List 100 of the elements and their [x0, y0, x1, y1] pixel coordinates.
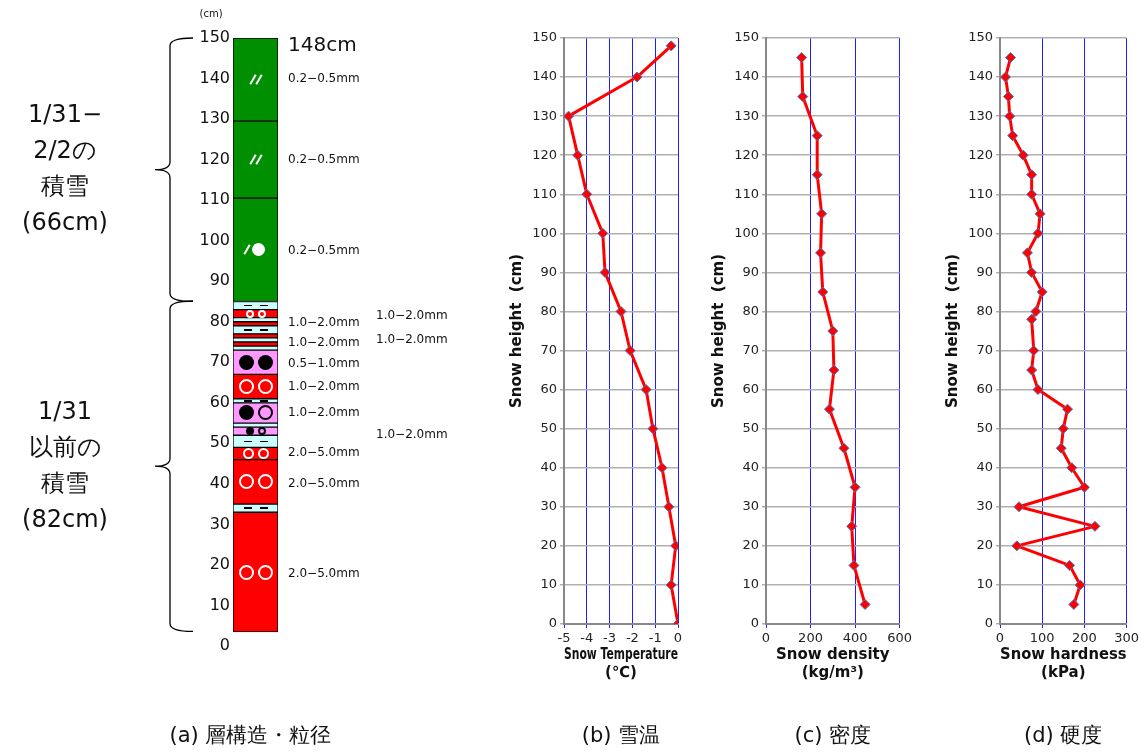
y-tick-label: 30 [976, 498, 993, 514]
annotation: 1.0−2.0mm [288, 404, 360, 419]
point [1021, 247, 1033, 259]
y-tick-label: 130 [734, 107, 759, 123]
y-tick-label: 130 [199, 108, 230, 128]
y-tick-label: 70 [976, 341, 993, 357]
annotation: 1/31−2/2の積雪(66cm) [22, 99, 108, 236]
point [597, 227, 609, 239]
point [1064, 559, 1076, 571]
y-tick-label: 50 [976, 420, 993, 436]
x-tick-label: 300 [1114, 630, 1140, 646]
y-tick-label: 140 [199, 67, 230, 87]
point [1007, 130, 1019, 142]
annotation: 1/31以前の積雪(82cm) [22, 396, 108, 533]
point [1005, 52, 1017, 64]
y-tick-label: 0 [984, 615, 993, 631]
point [817, 286, 829, 298]
y-tick-label: 40 [976, 459, 993, 475]
point [815, 247, 827, 259]
point [859, 598, 871, 610]
point [656, 462, 668, 474]
y-tick-label: 90 [742, 263, 759, 279]
x-tick-label: 400 [842, 630, 868, 646]
point [811, 169, 823, 181]
point [1002, 91, 1014, 103]
y-axis-title: Snow height (cm) [506, 253, 525, 409]
y-tick-label: 110 [968, 185, 993, 201]
annotation: 1.0−2.0mm [376, 427, 448, 442]
y-axis-title: Snow height (cm) [708, 253, 727, 409]
text: (a) 層構造・粒径 [169, 723, 332, 748]
annotation: 2.0−5.0mm [288, 475, 360, 490]
y-tick-label: 100 [734, 224, 759, 240]
x-axis-title: Snow density (kg/m³) [776, 644, 890, 681]
point [811, 130, 823, 142]
y-tick-label: 50 [209, 432, 230, 452]
point [640, 384, 652, 396]
y-tick-label: 60 [209, 391, 230, 411]
y-tick-label: 20 [742, 537, 759, 553]
point [1066, 462, 1078, 474]
y-tick-label: 90 [976, 263, 993, 279]
y-tick-label: 90 [209, 270, 230, 290]
point [1034, 208, 1046, 220]
x-axis-title: Snow Temperature (℃) [564, 645, 679, 681]
y-tick-label: 130 [968, 107, 993, 123]
point [647, 423, 659, 435]
y-tick-label: 40 [742, 459, 759, 475]
y-tick-label: 100 [968, 224, 993, 240]
y-tick-label: 140 [532, 68, 557, 84]
point [1074, 579, 1086, 591]
point [816, 208, 828, 220]
x-tick-label: 0 [673, 630, 683, 646]
y-tick-label: 50 [540, 420, 557, 436]
y-tick-label: 80 [742, 302, 759, 318]
point [1026, 266, 1038, 278]
x-tick-label: 0 [761, 630, 771, 646]
x-axis-title: Snow hardness (kPa) [1000, 644, 1127, 681]
text: (c) 密度 [794, 723, 872, 748]
point [615, 305, 627, 317]
point [624, 345, 636, 357]
y-tick-label: 0 [750, 615, 759, 631]
y-tick-label: 10 [540, 576, 557, 592]
y-tick-label: 140 [734, 68, 759, 84]
x-tick-label: -1 [648, 630, 662, 646]
y-tick-label: 60 [976, 380, 993, 396]
y-tick-label: 90 [540, 263, 557, 279]
point [663, 501, 675, 513]
annotation: 148cm [288, 32, 357, 57]
point [1062, 403, 1074, 415]
x-tick-label: 0 [995, 630, 1005, 646]
point [1055, 442, 1067, 454]
point [1030, 305, 1042, 317]
point [1000, 71, 1011, 83]
annotation: 1.0−2.0mm [288, 315, 360, 330]
point [1078, 481, 1090, 493]
x-tick-label: 200 [798, 630, 823, 646]
point [1013, 501, 1025, 513]
point [827, 325, 839, 337]
point [572, 149, 584, 161]
y-tick-label: 150 [532, 29, 557, 45]
x-tick-label: 600 [887, 630, 913, 646]
y-tick-label: 30 [540, 498, 557, 514]
point [665, 40, 677, 52]
y-tick-label: 100 [199, 229, 230, 249]
y-tick-label: 60 [540, 380, 557, 396]
y-tick-label: 50 [742, 420, 759, 436]
y-tick-label: 10 [209, 594, 230, 614]
point [848, 559, 860, 571]
point [1026, 188, 1038, 200]
y-tick-label: 150 [968, 29, 993, 45]
point [823, 403, 835, 415]
y-tick-label: 10 [742, 576, 759, 592]
x-tick-label: -4 [580, 630, 594, 646]
annotation: 1.0−2.0mm [288, 379, 360, 394]
y-tick-label: 110 [532, 185, 557, 201]
annotation: 1.0−2.0mm [376, 331, 448, 346]
annotation: 0.2−0.5mm [288, 151, 360, 166]
y-tick-label: 30 [209, 513, 230, 533]
y-tick-label: 120 [968, 146, 993, 162]
point [1028, 345, 1040, 357]
x-tick-label: -5 [557, 630, 571, 646]
